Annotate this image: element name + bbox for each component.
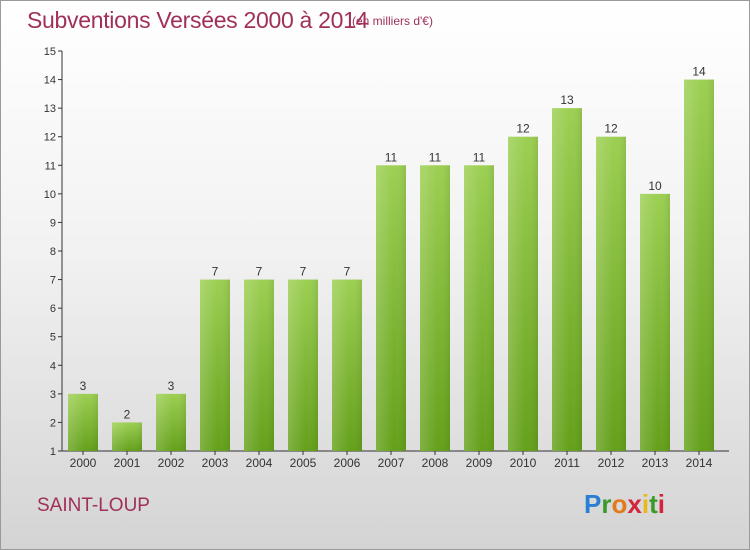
bar-shade [112,422,142,451]
bar-value-label: 7 [256,265,263,279]
y-tick-label: 15 [44,46,56,58]
bar-shade [640,193,670,451]
bar-shade [684,79,714,452]
y-tick-label: 9 [50,217,56,229]
x-tick-label: 2007 [378,456,405,470]
x-tick-label: 2009 [466,456,493,470]
bar-shade [464,165,494,452]
bar-value-label: 12 [604,122,618,136]
bar-value-label: 13 [560,93,574,107]
logo-letter: i [641,489,650,519]
x-tick-label: 2013 [642,456,669,470]
x-tick-label: 2001 [114,456,141,470]
bar-value-label: 14 [692,65,706,79]
bar-value-label: 11 [429,150,442,164]
x-tick-label: 2008 [422,456,449,470]
y-tick-label: 14 [44,75,56,87]
y-tick-label: 10 [44,189,56,201]
bar-shade [288,279,318,451]
bar-value-label: 7 [344,265,351,279]
bar-value-label: 7 [300,265,307,279]
x-tick-label: 2005 [290,456,317,470]
bar-value-label: 2 [124,407,131,421]
bar-value-label: 11 [473,150,486,164]
bar-shade [200,279,230,451]
x-tick-label: 2011 [554,456,580,470]
y-tick-label: 1 [50,446,56,458]
bar-shade [508,136,538,451]
y-tick-label: 6 [50,303,56,315]
y-tick-label: 11 [45,160,56,172]
y-tick-label: 13 [44,103,56,115]
bar-shade [332,279,362,451]
bar-shade [156,393,186,451]
x-tick-label: 2006 [334,456,361,470]
proxiti-logo: Proxiti [584,489,665,520]
x-tick-label: 2003 [202,456,229,470]
x-tick-label: 2000 [70,456,97,470]
bar-shade [244,279,274,451]
bar-value-label: 11 [385,150,398,164]
logo-letter: o [611,489,628,519]
y-tick-label: 2 [50,417,56,429]
commune-name: SAINT-LOUP [37,495,150,516]
x-tick-label: 2004 [246,456,273,470]
x-tick-label: 2002 [158,456,185,470]
y-tick-label: 8 [50,246,56,258]
logo-letter: P [584,489,602,519]
y-tick-label: 3 [50,389,56,401]
bar-value-label: 3 [80,379,87,393]
x-tick-label: 2014 [686,456,713,470]
chart-unit-subtitle: (en milliers d'€) [352,14,433,28]
x-tick-label: 2010 [510,456,537,470]
y-tick-label: 12 [44,132,56,144]
bar-value-label: 3 [168,379,175,393]
logo-letter: r [601,489,612,519]
logo-letter: i [657,489,665,519]
y-tick-label: 4 [50,360,56,372]
chart-title: Subventions Versées 2000 à 2014 [27,7,369,33]
y-tick-label: 7 [50,275,56,287]
bar-shade [68,393,98,451]
bar-shade [552,108,582,452]
logo-letter: x [627,489,642,519]
bar-shade [376,165,406,452]
logo-letter: t [649,489,658,519]
bar-shade [596,136,626,451]
bar-value-label: 10 [648,179,662,193]
bar-value-label: 7 [212,265,219,279]
bar-value-label: 12 [516,122,530,136]
x-tick-label: 2012 [598,456,625,470]
y-tick-label: 5 [50,332,56,344]
bar-shade [420,165,450,452]
